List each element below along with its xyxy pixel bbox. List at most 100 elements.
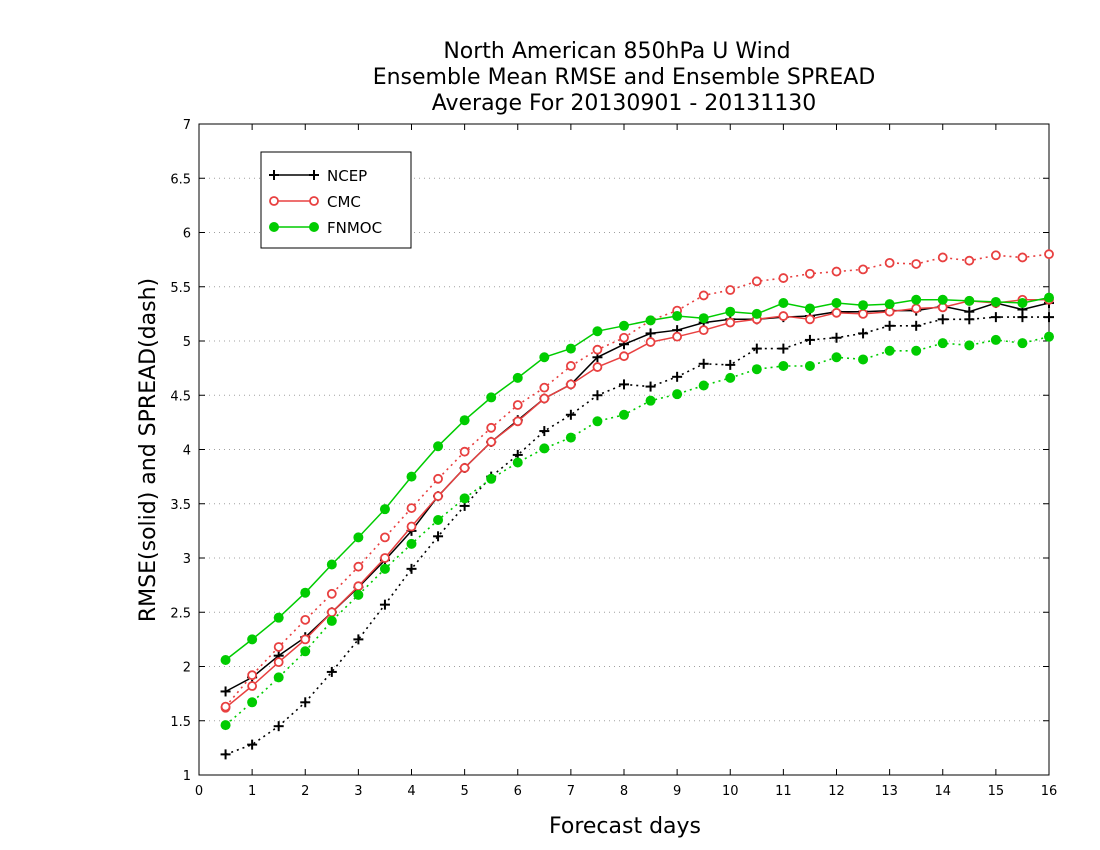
cmc-rmse-point bbox=[778, 311, 789, 321]
y-tick-label: 5 bbox=[183, 335, 191, 350]
y-tick-label: 3 bbox=[183, 552, 191, 567]
fnmoc-rmse-point bbox=[778, 298, 789, 309]
fnmoc-rmse-point bbox=[964, 295, 975, 306]
cmc-spread-point bbox=[592, 344, 603, 355]
ncep-spread-point bbox=[247, 739, 258, 750]
cmc-spread-point bbox=[964, 255, 975, 266]
y-tick-label: 6 bbox=[183, 227, 191, 242]
fnmoc-spread-point bbox=[725, 372, 736, 383]
fnmoc-rmse-point bbox=[937, 294, 948, 305]
fnmoc-rmse-point bbox=[990, 296, 1001, 307]
fnmoc-spread-point bbox=[804, 360, 815, 371]
ncep-spread-point bbox=[884, 320, 895, 331]
y-axis-label: RMSE(solid) and SPREAD(dash) bbox=[136, 278, 161, 622]
cmc-spread-point bbox=[486, 422, 497, 433]
fnmoc-rmse-point bbox=[858, 300, 869, 311]
fnmoc-rmse-point bbox=[512, 372, 523, 383]
fnmoc-rmse-point bbox=[911, 294, 922, 305]
fnmoc-spread-point bbox=[937, 338, 948, 349]
cmc-spread-point bbox=[247, 670, 258, 681]
cmc-spread-point bbox=[1044, 249, 1054, 260]
x-tick-label: 0 bbox=[195, 784, 203, 799]
ncep-spread-point bbox=[804, 334, 815, 345]
cmc-rmse-point bbox=[486, 437, 497, 447]
ncep-spread-point bbox=[592, 390, 603, 401]
ncep-spread-point bbox=[353, 634, 364, 645]
ncep-spread-point bbox=[220, 749, 231, 760]
cmc-spread-point bbox=[805, 268, 815, 279]
x-tick-label: 15 bbox=[988, 784, 1005, 799]
cmc-rmse-point bbox=[326, 607, 337, 618]
fnmoc-spread-point bbox=[778, 360, 789, 371]
cmc-spread-point bbox=[300, 614, 311, 625]
ncep-spread-point bbox=[379, 599, 390, 610]
fnmoc-spread-point bbox=[406, 538, 417, 549]
cmc-spread-point bbox=[273, 642, 284, 652]
cmc-spread-point bbox=[406, 503, 417, 513]
fnmoc-spread-point bbox=[273, 672, 284, 683]
ncep-spread-point bbox=[725, 359, 736, 370]
cmc-rmse-point bbox=[380, 553, 390, 563]
fnmoc-spread-point bbox=[539, 443, 550, 454]
fnmoc-spread-point bbox=[300, 646, 311, 657]
cmc-spread-point bbox=[884, 257, 895, 268]
cmc-spread-point bbox=[619, 332, 629, 343]
ncep-spread-point bbox=[539, 426, 550, 437]
fnmoc-spread-point bbox=[858, 354, 869, 365]
ncep-spread-point bbox=[645, 381, 656, 392]
legend-fnmoc-marker bbox=[309, 222, 319, 232]
ncep-spread-point bbox=[698, 358, 709, 369]
cmc-spread-point bbox=[831, 266, 842, 277]
ncep-rmse-series bbox=[220, 298, 1054, 697]
fnmoc-rmse-point bbox=[247, 634, 258, 645]
fnmoc-spread-point bbox=[831, 352, 842, 363]
fnmoc-spread-point bbox=[512, 457, 523, 468]
x-tick-label: 3 bbox=[354, 784, 362, 799]
legend: NCEP CMC FNMOC bbox=[260, 151, 412, 249]
x-tick-label: 14 bbox=[934, 784, 951, 799]
x-tick-label: 5 bbox=[460, 784, 468, 799]
cmc-rmse-point bbox=[247, 681, 258, 691]
ncep-rmse-point bbox=[220, 686, 231, 697]
cmc-rmse-point bbox=[406, 521, 417, 532]
y-tick-label: 2 bbox=[183, 661, 191, 676]
ncep-spread-point bbox=[964, 314, 975, 325]
x-tick-label: 11 bbox=[775, 784, 792, 799]
fnmoc-rmse-point bbox=[592, 326, 603, 337]
fnmoc-spread-point bbox=[672, 389, 683, 400]
legend-ncep-marker bbox=[269, 170, 279, 180]
ncep-spread-point bbox=[300, 697, 311, 708]
y-tick-label: 3.5 bbox=[170, 498, 191, 513]
cmc-spread-point bbox=[565, 361, 576, 371]
x-tick-label: 4 bbox=[407, 784, 415, 799]
cmc-spread-point bbox=[725, 285, 736, 295]
title-line-3: Average For 20130901 - 20131130 bbox=[432, 91, 817, 116]
ncep-rmse-line bbox=[225, 302, 1050, 693]
cmc-rmse-point bbox=[645, 337, 656, 347]
cmc-spread-series bbox=[220, 249, 1054, 712]
ncep-spread-point bbox=[831, 332, 842, 343]
fnmoc-spread-point bbox=[911, 345, 922, 356]
ncep-rmse-point bbox=[645, 328, 656, 339]
fnmoc-rmse-point bbox=[1044, 292, 1054, 303]
fnmoc-rmse-point bbox=[379, 504, 390, 515]
cmc-spread-point bbox=[911, 259, 922, 269]
x-tick-label: 2 bbox=[301, 784, 309, 799]
cmc-spread-point bbox=[220, 701, 231, 712]
ncep-spread-point bbox=[1017, 312, 1028, 323]
ncep-spread-point bbox=[937, 314, 948, 325]
fnmoc-rmse-point bbox=[300, 587, 311, 598]
cmc-rmse-point bbox=[300, 634, 311, 645]
fnmoc-spread-series bbox=[220, 331, 1054, 731]
fnmoc-rmse-point bbox=[486, 392, 497, 403]
cmc-rmse-point bbox=[619, 351, 629, 362]
x-tick-labels: 0 1 2 3 4 5 6 7 8 9 10 11 12 13 14 15 16 bbox=[195, 784, 1057, 799]
ncep-spread-point bbox=[751, 343, 762, 354]
fnmoc-spread-point bbox=[565, 432, 576, 443]
fnmoc-spread-point bbox=[592, 416, 603, 427]
title-line-1: North American 850hPa U Wind bbox=[443, 39, 790, 64]
fnmoc-rmse-series bbox=[220, 292, 1054, 665]
cmc-rmse-point bbox=[565, 379, 576, 390]
legend-ncep-marker bbox=[309, 170, 319, 180]
fnmoc-spread-point bbox=[433, 515, 444, 526]
